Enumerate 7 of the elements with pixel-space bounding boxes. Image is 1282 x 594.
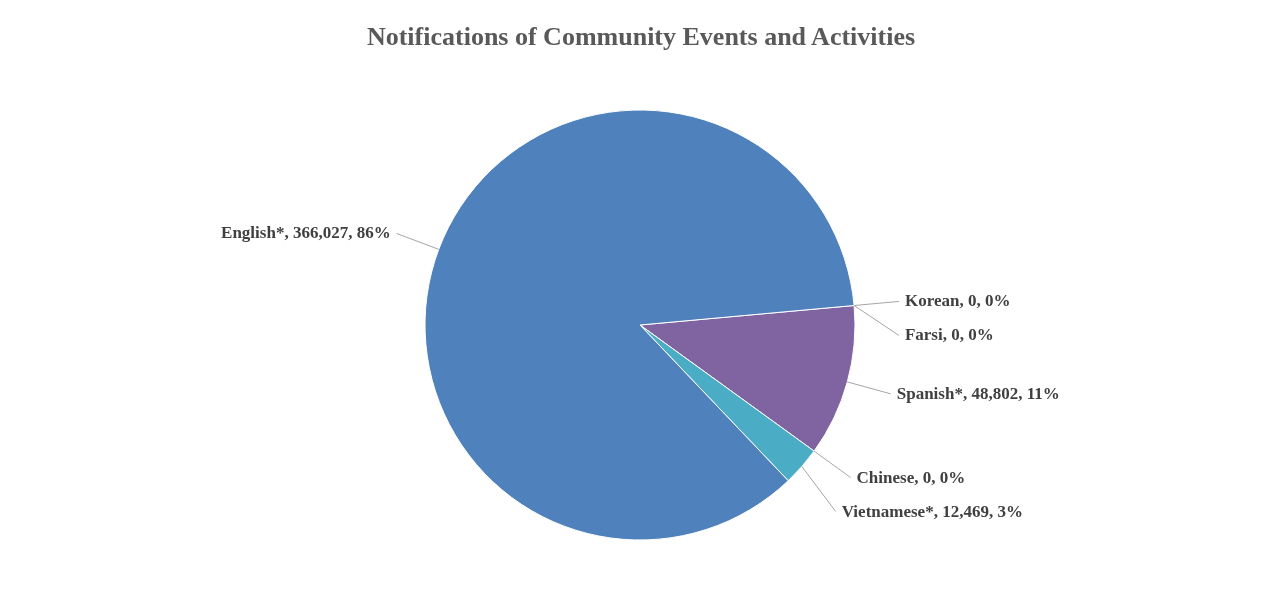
slice-label: Vietnamese*, 12,469, 3%	[841, 501, 1023, 521]
category-label: Chinese, 0, 0%	[856, 467, 966, 487]
category-label: Farsi, 0, 0%	[904, 325, 994, 345]
legend-label: Korean, 0, 0%	[904, 291, 1011, 311]
slice-label: English*, 366,027, 86%	[221, 223, 391, 243]
chart-title: Notifications of Community Events and Activities	[366, 22, 916, 51]
slice-label: Spanish*, 48,802, 11%	[896, 383, 1060, 403]
